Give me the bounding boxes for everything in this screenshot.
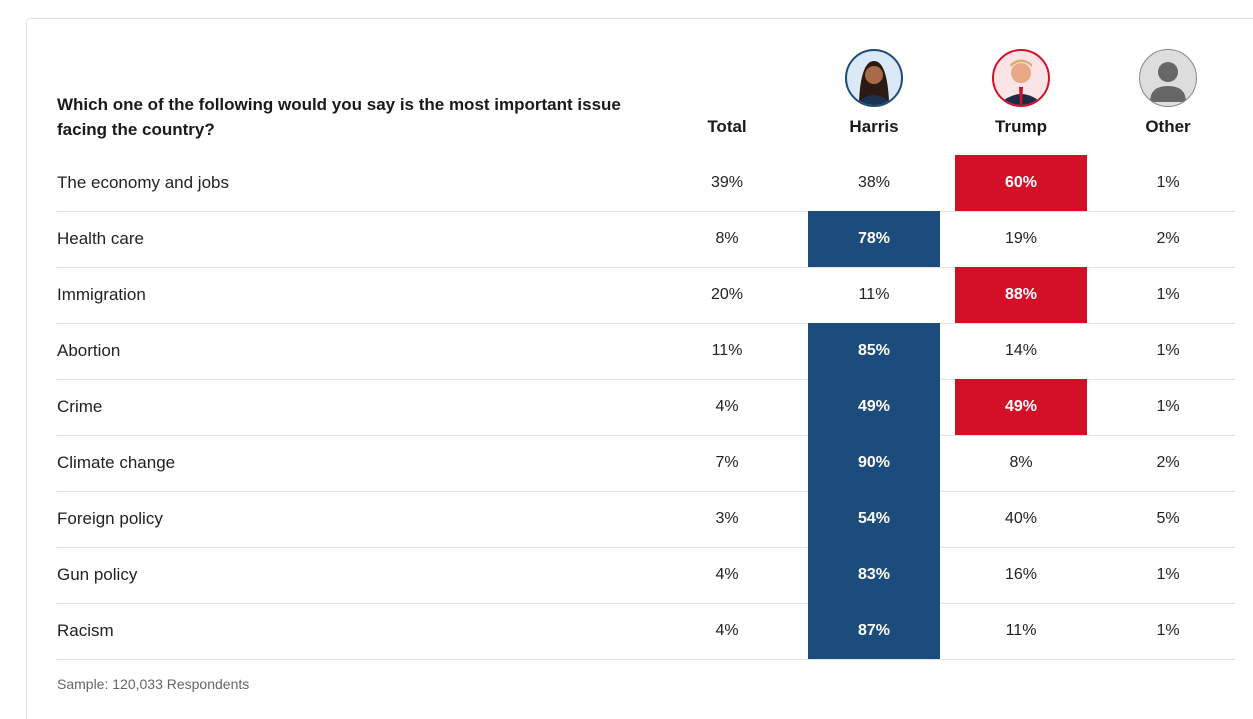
- issue-label: Racism: [57, 621, 114, 640]
- other-cell: 1%: [1156, 566, 1180, 583]
- column-header-other: Other: [1145, 117, 1191, 136]
- column-header-harris: Harris: [849, 117, 899, 136]
- harris-cell: 78%: [808, 211, 940, 267]
- total-cell: 4%: [715, 566, 739, 583]
- harris-cell: 54%: [808, 491, 940, 547]
- issue-label: Climate change: [57, 453, 176, 472]
- table-row: Racism 4% 87% 11% 1%: [57, 603, 1235, 660]
- harris-cell: 49%: [808, 379, 940, 435]
- issue-label: Gun policy: [57, 565, 138, 584]
- table-row: Crime 4% 49% 49% 1%: [57, 379, 1235, 436]
- harris-cell: 38%: [857, 174, 891, 191]
- other-cell: 1%: [1156, 398, 1180, 415]
- table-row: Abortion 11% 85% 14% 1%: [57, 323, 1235, 380]
- table-row: Climate change 7% 90% 8% 2%: [57, 435, 1235, 492]
- harris-cell: 11%: [858, 286, 890, 303]
- other-cell: 1%: [1156, 286, 1180, 303]
- trump-cell: 60%: [955, 155, 1087, 211]
- total-cell: 4%: [715, 398, 739, 415]
- trump-cell: 11%: [1005, 622, 1037, 639]
- total-cell: 7%: [715, 454, 739, 471]
- column-header-trump: Trump: [995, 117, 1047, 136]
- other-cell: 2%: [1156, 454, 1180, 471]
- harris-cell: 87%: [808, 603, 940, 659]
- issue-label: Crime: [57, 397, 103, 416]
- total-cell: 4%: [715, 622, 739, 639]
- total-cell: 8%: [715, 230, 739, 247]
- issue-label: Abortion: [57, 341, 121, 360]
- harris-cell: 83%: [808, 547, 940, 603]
- issue-label: Immigration: [57, 285, 146, 304]
- trump-cell: 8%: [1009, 454, 1033, 471]
- other-cell: 5%: [1156, 510, 1180, 527]
- harris-cell: 90%: [808, 435, 940, 491]
- trump-cell: 40%: [1004, 510, 1038, 527]
- poll-card: [26, 18, 1253, 719]
- issue-label: Health care: [57, 229, 144, 248]
- table-row: Gun policy 4% 83% 16% 1%: [57, 547, 1235, 604]
- issue-label: The economy and jobs: [57, 173, 229, 192]
- issue-label: Foreign policy: [57, 509, 163, 528]
- total-cell: 11%: [711, 342, 743, 359]
- sample-footnote: Sample: 120,033 Respondents: [57, 676, 250, 692]
- column-header-total: Total: [707, 117, 747, 136]
- table-row: Immigration 20% 11% 88% 1%: [57, 267, 1235, 324]
- trump-cell: 49%: [955, 379, 1087, 435]
- question-heading: Which one of the following would you say…: [57, 95, 621, 139]
- other-cell: 1%: [1156, 174, 1180, 191]
- trump-cell: 16%: [1004, 566, 1038, 583]
- table-row: Foreign policy 3% 54% 40% 5%: [57, 491, 1235, 548]
- other-cell: 1%: [1156, 622, 1180, 639]
- trump-cell: 14%: [1004, 342, 1038, 359]
- other-cell: 2%: [1156, 230, 1180, 247]
- harris-cell: 85%: [808, 323, 940, 379]
- total-cell: 3%: [715, 510, 739, 527]
- other-avatar-icon: [1139, 49, 1197, 107]
- harris-avatar: [845, 49, 903, 107]
- total-cell: 39%: [710, 174, 744, 191]
- total-cell: 20%: [710, 286, 744, 303]
- table-row: Health care 8% 78% 19% 2%: [57, 211, 1235, 268]
- trump-avatar: [992, 49, 1050, 107]
- trump-cell: 88%: [955, 267, 1087, 323]
- trump-cell: 19%: [1004, 230, 1038, 247]
- other-cell: 1%: [1156, 342, 1180, 359]
- table-row: The economy and jobs 39% 38% 60% 1%: [57, 155, 1235, 212]
